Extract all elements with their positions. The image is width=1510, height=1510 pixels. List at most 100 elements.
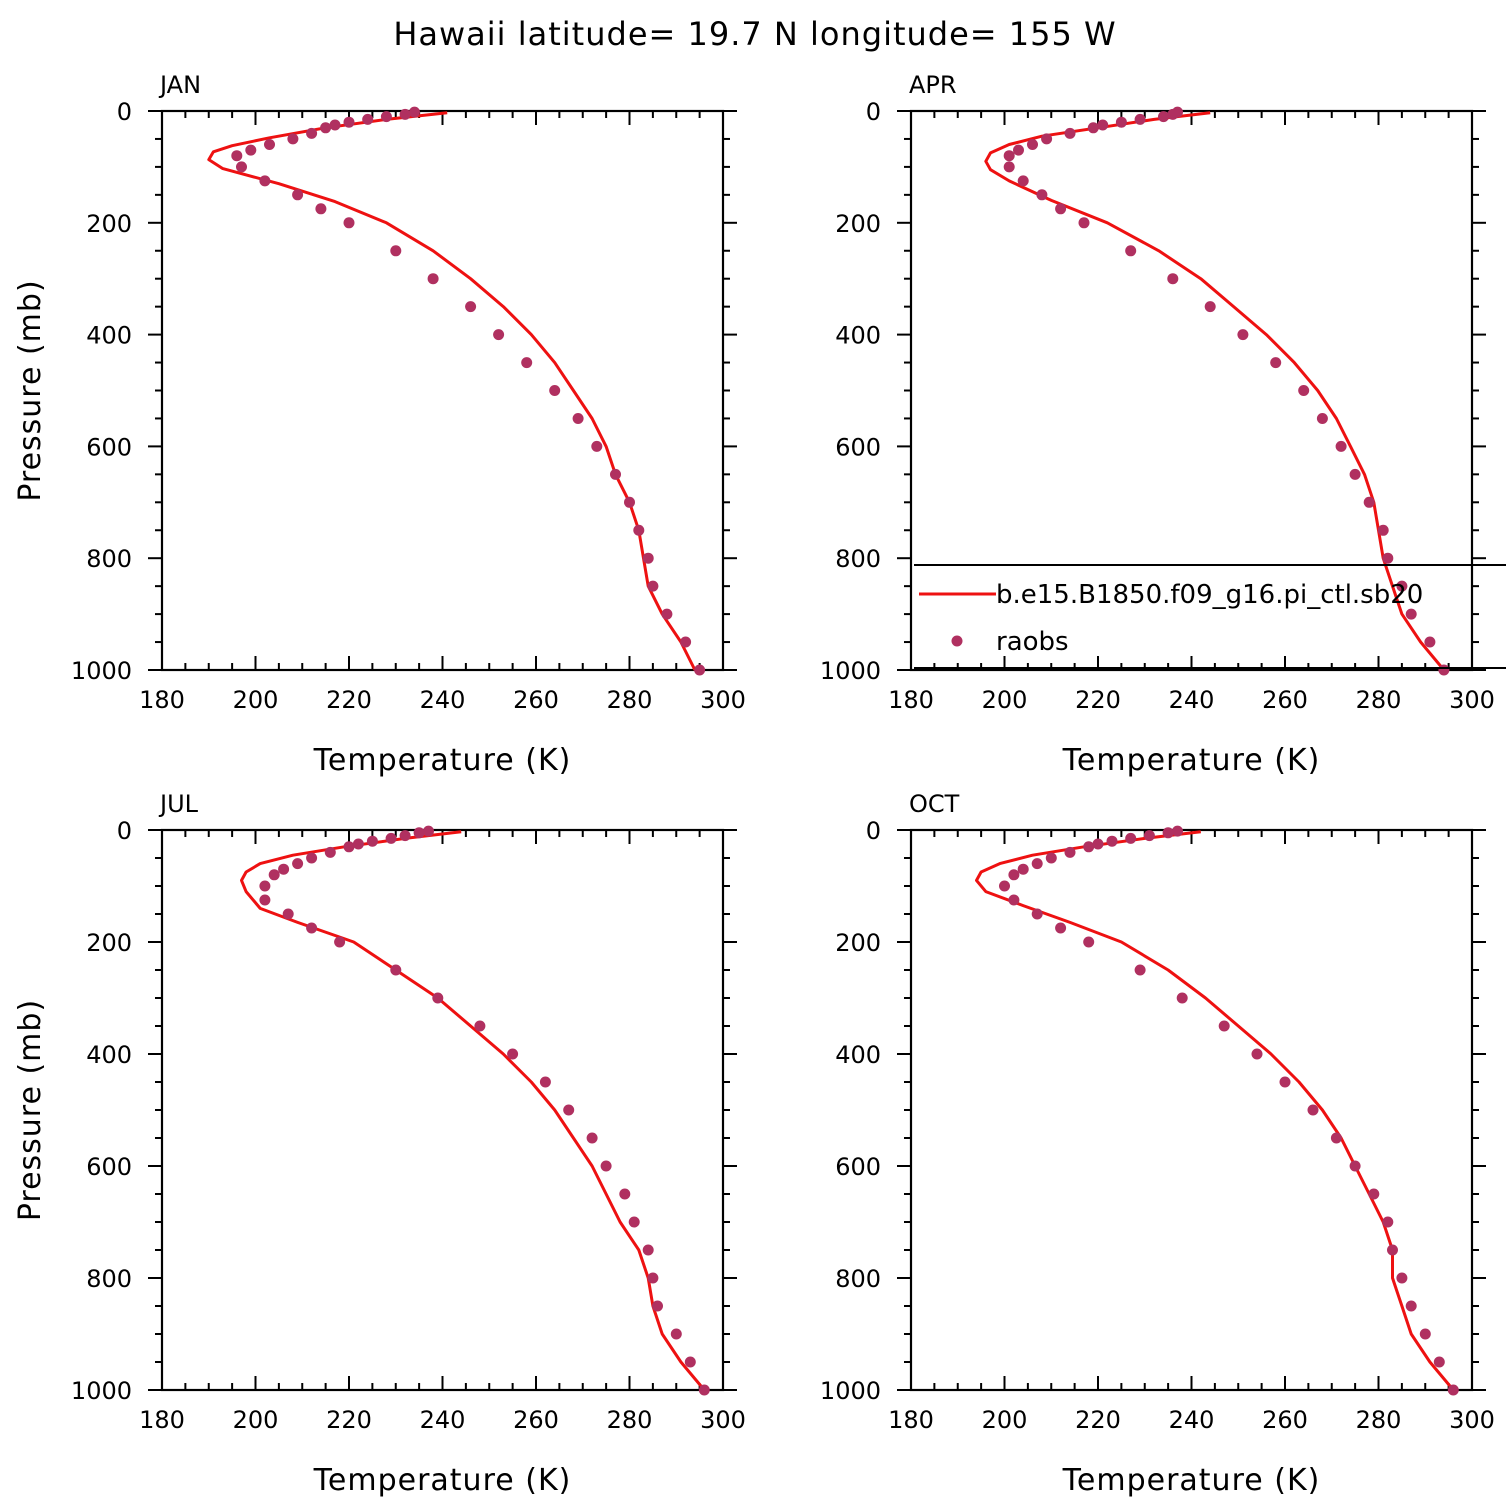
raobs-point <box>1363 496 1375 508</box>
x-tick-label: 200 <box>982 1406 1028 1434</box>
panel-oct: 180 200 220 240 260 280 300 0 200 400 600 800 1000 OC… <box>820 790 1495 1498</box>
raobs-point <box>390 245 402 257</box>
x-tick-label: 280 <box>1356 686 1402 714</box>
raobs-point <box>1064 127 1076 139</box>
raobs-point <box>507 1048 519 1060</box>
raobs-point <box>320 122 332 134</box>
raobs-point <box>264 139 275 150</box>
raobs-point <box>334 936 346 948</box>
panels: 180 200 220 240 260 280 300 0 200 400 600 800 1000 JA… <box>13 71 1506 1498</box>
raobs-point <box>1083 936 1095 948</box>
raobs-point <box>1125 832 1137 844</box>
raobs-point <box>268 869 280 881</box>
raobs-point <box>282 908 294 920</box>
raobs-point <box>1433 1356 1445 1368</box>
raobs-point <box>1097 119 1109 131</box>
model-profile-line <box>240 830 706 1391</box>
raobs-point <box>1134 113 1146 125</box>
raobs-point <box>642 552 654 564</box>
raobs-point <box>1055 922 1067 934</box>
raobs-point <box>474 1020 486 1032</box>
raobs-point <box>245 144 257 156</box>
raobs-point <box>493 329 505 341</box>
x-tick-label: 200 <box>233 1406 279 1434</box>
raobs-point <box>409 106 420 118</box>
x-tick-label: 180 <box>888 1406 934 1434</box>
raobs-point <box>343 841 355 853</box>
raobs-point <box>694 664 706 676</box>
x-tick-label: 300 <box>700 686 746 714</box>
x-tick-label: 240 <box>420 686 466 714</box>
panel-label: APR <box>909 71 957 99</box>
x-tick-label: 260 <box>1262 1406 1308 1434</box>
raobs-point <box>680 636 692 648</box>
y-tick-label: 200 <box>835 929 881 957</box>
x-tick-label: 280 <box>607 1406 653 1434</box>
y-tick-label: 600 <box>835 1153 881 1181</box>
legend-point-swatch <box>951 635 963 647</box>
raobs-point <box>287 133 299 145</box>
raobs-point <box>1013 144 1024 156</box>
y-tick-label: 1000 <box>71 1377 132 1405</box>
raobs-point <box>670 1328 682 1340</box>
raobs-point <box>278 863 290 875</box>
raobs-point <box>423 825 434 837</box>
raobs-point <box>1017 175 1029 187</box>
raobs-point <box>352 838 364 850</box>
y-tick-label: 400 <box>86 322 132 350</box>
raobs-point <box>624 496 635 508</box>
x-tick-label: 240 <box>420 1406 466 1434</box>
raobs-point <box>1382 1216 1394 1228</box>
raobs-point <box>362 113 374 125</box>
raobs-point <box>1396 1272 1408 1284</box>
y-tick-label: 800 <box>86 1265 132 1293</box>
raobs-point <box>236 161 247 173</box>
raobs-point <box>572 413 584 424</box>
raobs-point <box>1270 357 1282 369</box>
x-tick-label: 240 <box>1169 1406 1215 1434</box>
raobs-point <box>1176 992 1188 1004</box>
raobs-point <box>1115 116 1127 128</box>
y-tick-label: 1000 <box>820 657 881 685</box>
raobs-point <box>1162 827 1174 839</box>
raobs-point <box>1387 1244 1398 1256</box>
raobs-point <box>324 846 336 858</box>
raobs-point <box>1055 203 1067 215</box>
panel-jan: 180 200 220 240 260 280 300 0 200 400 600 800 1000 JA… <box>13 71 746 778</box>
raobs-point <box>647 1272 659 1284</box>
raobs-point <box>1447 1384 1459 1396</box>
y-tick-label: 1000 <box>820 1377 881 1405</box>
raobs-point <box>1078 217 1090 229</box>
x-tick-label: 280 <box>1356 1406 1402 1434</box>
raobs-point <box>1036 189 1048 201</box>
y-tick-label: 0 <box>117 98 132 126</box>
x-tick-label: 300 <box>700 1406 746 1434</box>
raobs-point <box>1377 524 1389 536</box>
x-tick-label: 260 <box>513 686 559 714</box>
raobs-point <box>549 385 561 396</box>
y-tick-label: 600 <box>835 433 881 461</box>
raobs-point <box>413 827 425 839</box>
raobs-point <box>652 1300 663 1312</box>
x-tick-label: 180 <box>139 686 185 714</box>
raobs-point <box>1045 852 1057 864</box>
raobs-point <box>231 150 243 162</box>
raobs-point <box>1316 413 1328 424</box>
x-axis-label: Temperature (K) <box>313 1463 572 1498</box>
y-tick-label: 800 <box>835 1265 881 1293</box>
y-tick-label: 400 <box>86 1041 132 1069</box>
raobs-point <box>1031 908 1043 920</box>
raobs-point <box>684 1356 696 1368</box>
raobs-point <box>1003 150 1015 162</box>
panel-label: JAN <box>158 71 201 99</box>
y-tick-label: 0 <box>117 817 132 845</box>
x-axis-label: Temperature (K) <box>1062 743 1321 778</box>
raobs-point <box>1405 1300 1417 1312</box>
raobs-point <box>1335 440 1347 452</box>
raobs-point <box>1003 161 1015 173</box>
raobs-point <box>1424 636 1436 648</box>
y-axis-label: Pressure (mb) <box>13 279 48 501</box>
raobs-point <box>1330 1132 1342 1144</box>
